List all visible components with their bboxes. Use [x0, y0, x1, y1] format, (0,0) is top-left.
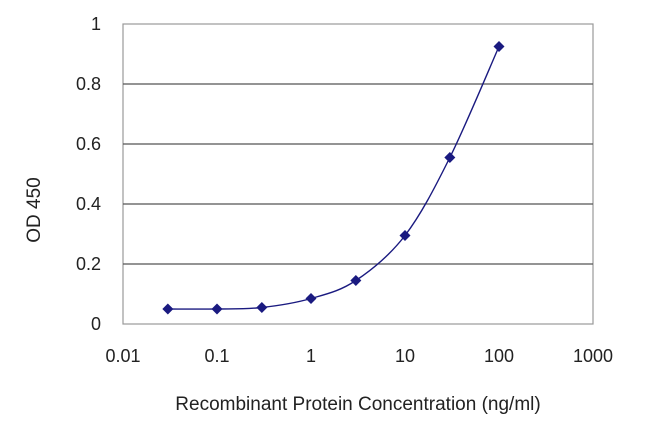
y-axis-title: OD 450	[24, 177, 45, 242]
y-axis-ticks: 0 0.2 0.4 0.6 0.8 1	[76, 14, 101, 334]
plot-background	[122, 23, 594, 325]
x-tick-label: 10	[395, 346, 415, 366]
x-tick-label: 1000	[573, 346, 613, 366]
data-point	[399, 230, 411, 241]
plot-area	[122, 23, 594, 325]
x-axis-ticks: 0.01 0.1 1 10 100 1000	[105, 346, 613, 366]
x-tick-label: 1	[306, 346, 316, 366]
data-point	[493, 41, 505, 52]
x-tick-label: 0.1	[204, 346, 229, 366]
y-tick-label: 0	[91, 314, 101, 334]
data-point	[305, 293, 317, 304]
x-tick-label: 100	[484, 346, 514, 366]
y-tick-label: 0.8	[76, 74, 101, 94]
y-tick-label: 0.6	[76, 134, 101, 154]
data-point	[256, 302, 268, 313]
data-point	[350, 275, 362, 286]
data-point	[162, 303, 174, 315]
y-tick-label: 1	[91, 14, 101, 34]
data-point	[211, 303, 223, 315]
gridlines	[123, 83, 593, 265]
x-tick-label: 0.01	[105, 346, 140, 366]
y-tick-label: 0.2	[76, 254, 101, 274]
x-axis-title: Recombinant Protein Concentration (ng/ml…	[175, 394, 540, 415]
series-points-layer	[162, 41, 505, 315]
y-tick-label: 0.4	[76, 194, 101, 214]
data-point	[444, 152, 456, 163]
